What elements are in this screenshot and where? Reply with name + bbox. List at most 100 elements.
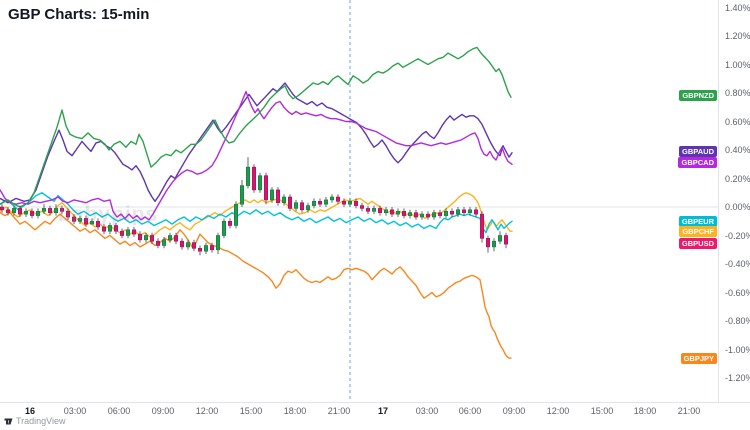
- candle-body: [0, 206, 5, 211]
- candle-body: [120, 230, 125, 236]
- candle-body: [216, 235, 221, 251]
- candle-body: [407, 212, 412, 216]
- candle-body: [353, 201, 358, 206]
- candle-body: [347, 201, 352, 205]
- candle-body: [443, 211, 448, 216]
- candle-body: [431, 212, 436, 218]
- candle-body: [234, 203, 239, 226]
- candle-body: [281, 196, 286, 203]
- candle-body: [263, 175, 268, 201]
- x-axis-tick: 15:00: [239, 406, 263, 416]
- time-axis[interactable]: 16 03:00 06:00 09:00 12:00 15:00 18:00 21:00 17 0…: [0, 402, 750, 421]
- x-axis-tick: 16: [24, 406, 35, 416]
- y-axis-tick: -0.40%: [725, 259, 750, 269]
- tradingview-logo-text: TradingView: [16, 416, 66, 426]
- price-label-GBPCAD: GBPCAD: [678, 157, 717, 169]
- candle-body: [383, 209, 388, 214]
- candle-body: [162, 239, 167, 246]
- y-axis-tick: -0.60%: [725, 287, 750, 298]
- candle-body: [96, 221, 101, 228]
- candle-body: [102, 226, 107, 232]
- price-axis[interactable]: 1.40% 1.20% 1.00% 0.80% 0.60% 0.40% 0.20% 0.00%…: [718, 0, 750, 402]
- series-line-GBPJPY: [0, 211, 512, 359]
- candle-body: [299, 202, 304, 211]
- y-axis-tick: 0.40%: [725, 145, 750, 155]
- candle-body: [467, 209, 472, 214]
- candle-body: [12, 208, 17, 213]
- candle-body: [335, 196, 340, 202]
- candle-body: [473, 209, 478, 215]
- watermark: babypips: [58, 203, 159, 226]
- y-axis-tick: -0.20%: [725, 230, 750, 241]
- candle-body: [186, 242, 191, 248]
- candle-body: [497, 235, 502, 242]
- candle-body: [240, 185, 245, 205]
- x-axis-tick: 06:00: [107, 406, 131, 416]
- y-axis-tick: -0.80%: [725, 316, 750, 326]
- candle-body: [437, 212, 442, 216]
- x-axis-tick: 12:00: [195, 406, 219, 416]
- candle-body: [114, 225, 119, 232]
- candle-body: [341, 201, 346, 205]
- y-axis-tick: 1.20%: [725, 31, 750, 41]
- candle-body: [6, 209, 11, 214]
- page-title: GBP Charts: 15-min: [8, 6, 150, 23]
- candle-body: [156, 240, 161, 246]
- price-label-GBPUSD: GBPUSD: [678, 237, 717, 249]
- candle-body: [72, 216, 77, 222]
- price-label-GBPCHF: GBPCHF: [679, 225, 717, 237]
- candle-body: [455, 209, 460, 215]
- candle-body: [210, 245, 215, 251]
- candle-body: [252, 166, 257, 191]
- price-label-GBPNZD: GBPNZD: [679, 90, 717, 102]
- candle-body: [311, 201, 316, 206]
- candle-body: [323, 199, 328, 205]
- y-axis-tick: 1.00%: [725, 59, 750, 70]
- candle-body: [305, 205, 310, 211]
- tradingview-logo[interactable]: TradingView: [4, 416, 66, 426]
- candle-body: [35, 211, 40, 216]
- candle-body: [132, 229, 137, 235]
- x-axis-tick: 12:00: [546, 406, 570, 416]
- candle-body: [150, 235, 155, 242]
- candle-body: [449, 211, 454, 215]
- candle-body: [287, 196, 292, 209]
- price-label-GBPEUR: GBPEUR: [678, 215, 717, 227]
- candle-body: [222, 221, 227, 236]
- candle-body: [192, 242, 197, 249]
- x-axis-tick: 09:00: [151, 406, 175, 416]
- candle-body: [419, 213, 424, 218]
- candle-body: [108, 225, 113, 232]
- x-axis-tick: 18:00: [283, 406, 307, 416]
- x-axis-tick: 18:00: [633, 406, 657, 416]
- candle-body: [126, 229, 131, 236]
- candle-body: [269, 189, 274, 201]
- candle-body: [47, 208, 52, 213]
- candle-body: [246, 166, 251, 186]
- candle-body: [59, 208, 64, 212]
- price-label-GBPJPY: GBPJPY: [680, 352, 717, 364]
- y-axis-tick: 0.00%: [725, 202, 750, 212]
- candle-body: [371, 208, 376, 212]
- x-axis-tick: 21:00: [327, 406, 351, 416]
- y-axis-tick: 0.80%: [725, 88, 750, 98]
- series-line-GBPNZD: [0, 46, 512, 208]
- x-axis-tick: 21:00: [677, 406, 701, 416]
- x-axis-tick: 06:00: [458, 406, 482, 416]
- candle-body: [479, 213, 484, 239]
- candle-body: [395, 211, 400, 215]
- candle-body: [66, 211, 71, 218]
- candle-body: [389, 209, 394, 215]
- candle-body: [17, 208, 22, 215]
- x-axis-tick: 17: [377, 406, 388, 416]
- y-axis-tick: 1.40%: [725, 2, 750, 13]
- candle-body: [198, 248, 203, 252]
- candle-body: [228, 221, 233, 226]
- candle-body: [275, 189, 280, 203]
- candle-body: [425, 213, 430, 218]
- candle-body: [78, 218, 83, 222]
- candle-body: [317, 201, 322, 205]
- candle-body: [359, 205, 364, 209]
